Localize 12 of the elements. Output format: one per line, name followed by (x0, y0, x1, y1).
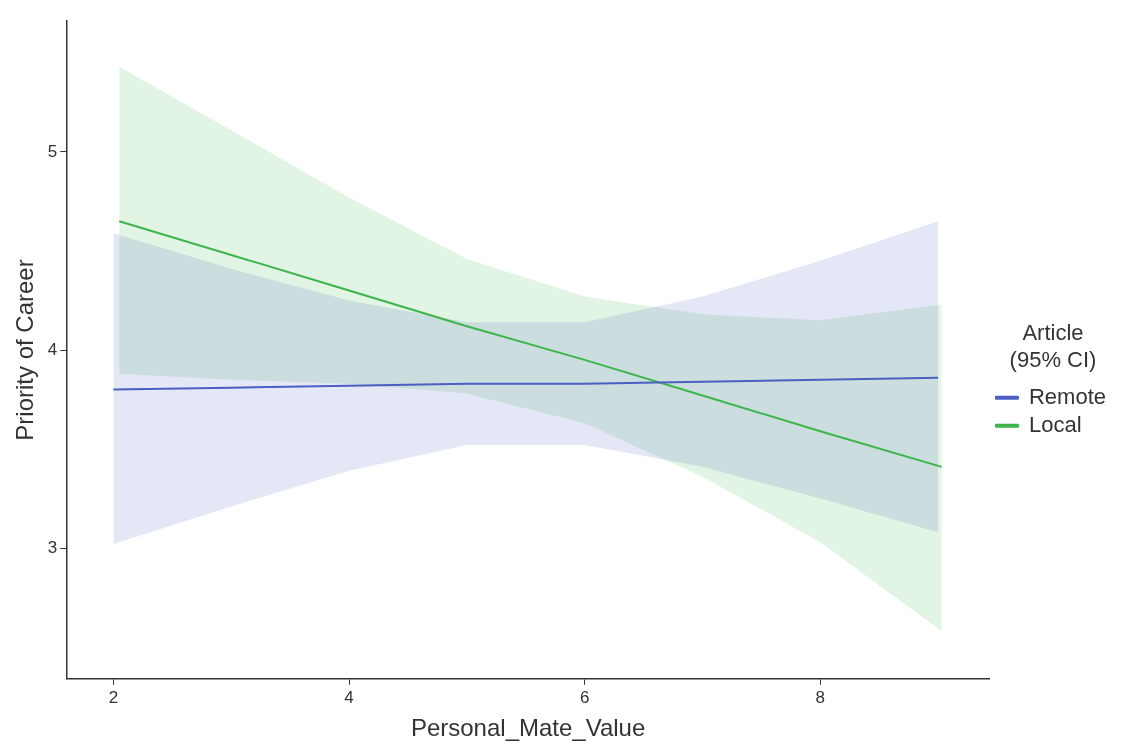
x-tick-label: 6 (579, 687, 590, 707)
y-axis-title: Priority of Career (11, 259, 39, 441)
x-tick-label: 4 (344, 687, 354, 707)
x-tick-label: 8 (815, 687, 826, 707)
y-tick-label: 3 (47, 537, 58, 557)
legend-label: Local (1028, 411, 1082, 437)
x-axis-title: Personal_Mate_Value (410, 714, 646, 742)
legend-label: Remote (1028, 383, 1107, 409)
legend-title: Article (95% CI) (1009, 320, 1097, 372)
y-tick-label: 5 (47, 141, 58, 161)
x-tick-label: 2 (108, 687, 119, 707)
y-tick-label: 4 (47, 339, 58, 359)
